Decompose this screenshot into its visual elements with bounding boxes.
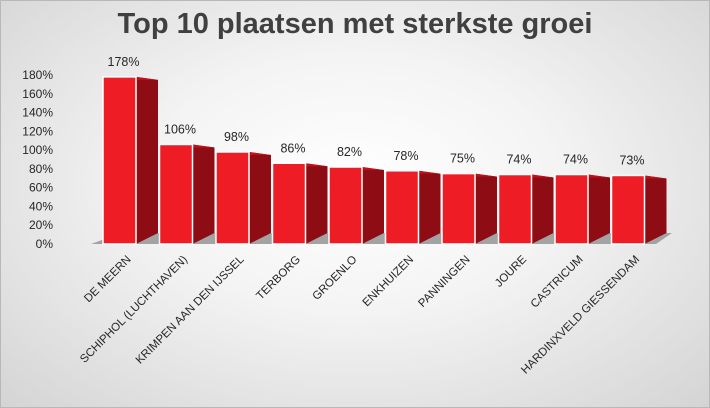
- bar: [215, 151, 271, 245]
- bar-front-face: [158, 143, 194, 245]
- bar-data-label: 86%: [280, 141, 305, 155]
- y-tick-label: 160%: [22, 87, 53, 101]
- bar: [610, 174, 667, 245]
- bar-front-face: [384, 170, 420, 245]
- bar: [102, 76, 158, 245]
- bar: [271, 162, 328, 245]
- bar-data-label: 82%: [337, 145, 362, 159]
- x-category-label: PANNINGEN: [416, 254, 472, 310]
- x-category-label: ENKHUIZEN: [361, 254, 416, 309]
- bar: [554, 173, 610, 245]
- bar-data-label: 74%: [506, 153, 531, 167]
- x-category-label: HARDINXVELD GIESSENDAM: [519, 254, 642, 377]
- bar-side-face: [531, 174, 554, 244]
- bar-front-face: [554, 173, 589, 245]
- bar-data-label: 78%: [393, 149, 418, 163]
- y-tick-label: 180%: [22, 68, 53, 82]
- bar-data-label: 74%: [563, 153, 588, 167]
- bar-side-face: [475, 173, 497, 244]
- chart-title: Top 10 plaatsen met sterkste groei: [117, 8, 593, 40]
- y-tick-label: 40%: [29, 199, 53, 213]
- x-category-label: TERBORG: [254, 254, 303, 303]
- y-tick-label: 120%: [22, 124, 53, 138]
- bar-data-label: 75%: [450, 152, 475, 166]
- bar-front-face: [271, 162, 307, 245]
- x-category-label: DE MEERN: [82, 254, 133, 305]
- bar: [158, 143, 215, 245]
- bar-side-face: [305, 163, 328, 244]
- bar-front-face: [215, 151, 250, 245]
- bar-front-face: [102, 76, 137, 245]
- bar: [328, 166, 384, 245]
- x-category-label: KRIMPEN AAN DEN IJSSEL: [134, 253, 247, 366]
- bar-front-face: [328, 166, 363, 245]
- y-tick-label: 140%: [22, 106, 53, 120]
- y-tick-label: 100%: [22, 143, 53, 157]
- bar-data-label: 106%: [164, 122, 196, 136]
- bar-side-face: [418, 170, 441, 244]
- bar-data-label: 98%: [224, 130, 249, 144]
- bar-side-face: [362, 167, 384, 244]
- bar-front-face: [441, 172, 476, 245]
- bar-front-face: [610, 174, 646, 245]
- bar: [441, 172, 497, 245]
- bar-data-label: 178%: [108, 55, 140, 69]
- bar-side-face: [644, 175, 667, 244]
- bar-side-face: [588, 174, 610, 244]
- bar: [497, 173, 554, 245]
- y-tick-label: 60%: [29, 181, 53, 195]
- bar-side-face: [249, 151, 271, 244]
- x-category-label: CASTRICUM: [529, 254, 586, 311]
- bar-data-label: 73%: [619, 153, 644, 167]
- y-tick-label: 0%: [36, 237, 54, 251]
- y-tick-label: 20%: [29, 218, 53, 232]
- bar-side-face: [136, 76, 158, 244]
- x-category-label: GROENLO: [310, 254, 359, 303]
- bar: [384, 170, 441, 245]
- bar-side-face: [192, 144, 215, 244]
- bar-front-face: [497, 173, 533, 245]
- x-category-label: SCHIPHOL (LUCHTHAVEN): [78, 254, 190, 366]
- y-tick-label: 80%: [29, 162, 53, 176]
- x-category-label: JOURE: [493, 253, 529, 289]
